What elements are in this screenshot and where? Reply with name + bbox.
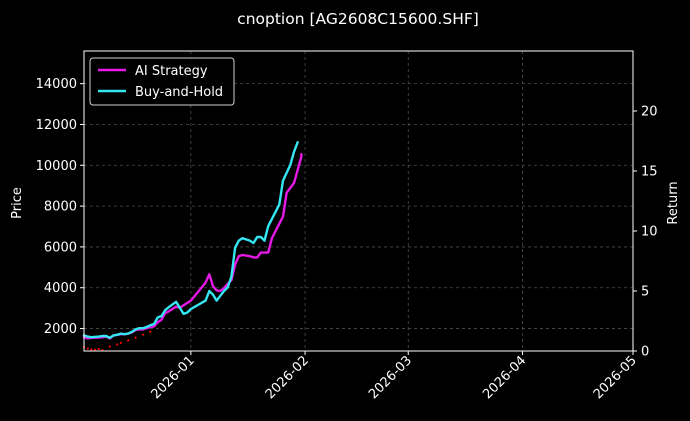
legend-label-ai-strategy: AI Strategy (135, 64, 208, 79)
y2-tick-label: 20 (641, 105, 658, 120)
y-axis-label: Price (10, 187, 25, 219)
chart-title: cnoption [AG2608C15600.SHF] (237, 10, 479, 28)
y2-tick-label: 0 (641, 345, 649, 360)
price-point (134, 336, 137, 339)
series-line-buy-and-hold (82, 140, 299, 339)
y-tick-label: 12000 (36, 118, 77, 133)
price-point (93, 348, 97, 351)
y2-tick-label: 5 (641, 285, 649, 300)
price-point (141, 333, 145, 336)
price-point (149, 330, 152, 333)
y-tick-label: 14000 (36, 77, 77, 92)
price-point (90, 348, 93, 351)
plot-frame (83, 50, 634, 352)
legend-label-buy-and-hold: Buy-and-Hold (135, 85, 223, 100)
grid (84, 51, 634, 351)
y-tick-label: 10000 (36, 159, 77, 174)
y-tick-label: 2000 (44, 322, 77, 337)
legend: AI Strategy Buy-and-Hold (89, 57, 235, 106)
price-point (86, 347, 89, 350)
price-point (127, 339, 130, 342)
y-tick-label: 4000 (44, 281, 77, 296)
y2-axis-label: Return (666, 181, 681, 224)
y2-tick-label: 10 (641, 225, 658, 240)
y-tick-label: 8000 (44, 200, 77, 215)
y2-tick-label: 15 (641, 165, 658, 180)
y-tick-label: 6000 (44, 240, 77, 255)
price-point (119, 341, 122, 344)
price-point (97, 347, 100, 351)
price-point (116, 343, 119, 346)
price-point (108, 345, 111, 348)
